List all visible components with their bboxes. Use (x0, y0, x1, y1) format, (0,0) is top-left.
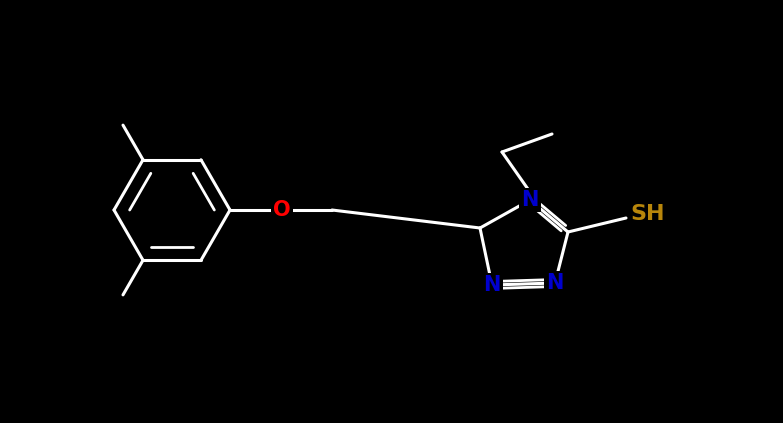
Text: N: N (521, 190, 539, 210)
Text: SH: SH (631, 204, 666, 224)
Text: N: N (483, 275, 500, 295)
Text: N: N (547, 273, 564, 293)
Text: O: O (273, 200, 290, 220)
